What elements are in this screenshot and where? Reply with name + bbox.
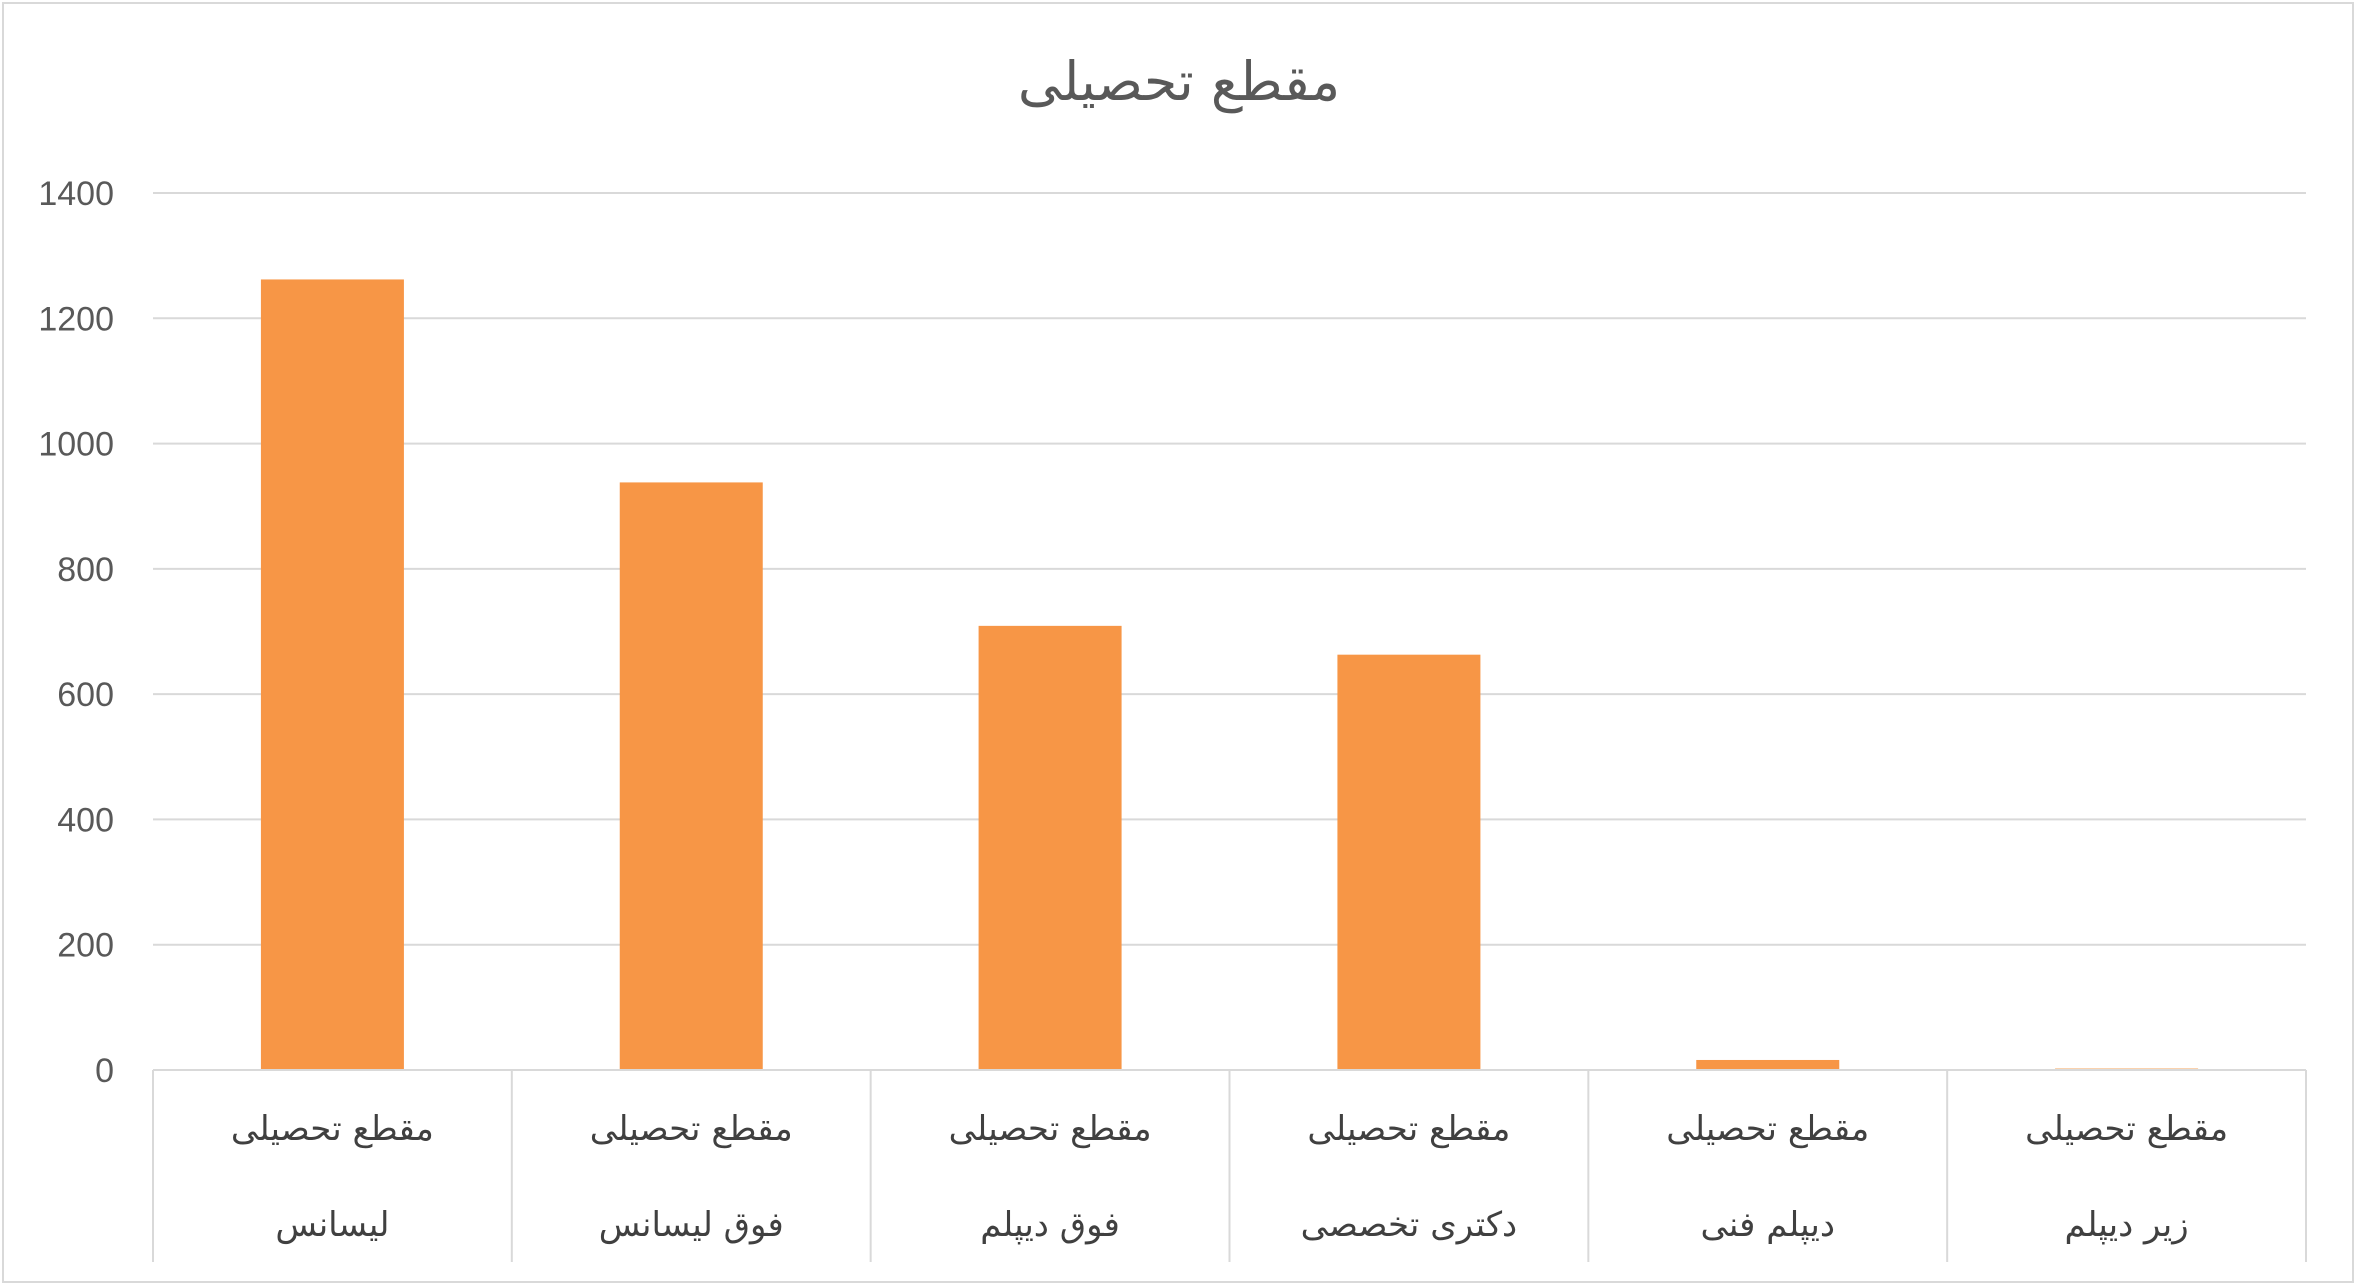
y-axis-ticks: 0 200 400 600 800 1000 1200 1400 bbox=[38, 175, 114, 1090]
x-category-label: مقطع تحصیلی bbox=[1307, 1109, 1510, 1149]
y-tick-label: 1200 bbox=[38, 300, 114, 338]
bar bbox=[619, 482, 763, 1070]
x-axis-labels: مقطع تحصیلی لیسانس مقطع تحصیلی فوق لیسانس مق… bbox=[231, 1109, 2228, 1245]
bar bbox=[978, 625, 1122, 1070]
y-tick-label: 600 bbox=[57, 676, 114, 714]
y-tick-label: 1400 bbox=[38, 175, 114, 213]
bar bbox=[1337, 654, 1481, 1070]
y-tick-label: 200 bbox=[57, 927, 114, 965]
y-tick-label: 1000 bbox=[38, 426, 114, 464]
bar bbox=[1696, 1059, 1840, 1070]
x-category-label: دیپلم فنی bbox=[1701, 1205, 1835, 1245]
chart-title: مقطع تحصیلی bbox=[1018, 50, 1340, 114]
gridlines bbox=[153, 192, 2306, 946]
bar bbox=[260, 279, 404, 1070]
x-category-label: لیسانس bbox=[275, 1205, 389, 1245]
x-category-label: زیر دیپلم bbox=[2064, 1205, 2188, 1245]
x-category-label: فوق دیپلم bbox=[980, 1205, 1120, 1245]
x-category-label: دکتری تخصصی bbox=[1301, 1205, 1517, 1245]
x-axis bbox=[152, 1069, 2307, 1262]
bars bbox=[260, 279, 2199, 1070]
x-category-label: مقطع تحصیلی bbox=[1666, 1109, 1869, 1149]
x-category-label: مقطع تحصیلی bbox=[231, 1109, 434, 1149]
y-tick-label: 800 bbox=[57, 551, 114, 589]
y-tick-label: 0 bbox=[95, 1052, 114, 1090]
y-tick-label: 400 bbox=[57, 801, 114, 839]
x-category-label: مقطع تحصیلی bbox=[2025, 1109, 2228, 1149]
x-category-label: مقطع تحصیلی bbox=[949, 1109, 1152, 1149]
x-category-label: مقطع تحصیلی bbox=[590, 1109, 793, 1149]
x-category-label: فوق لیسانس bbox=[599, 1205, 784, 1245]
